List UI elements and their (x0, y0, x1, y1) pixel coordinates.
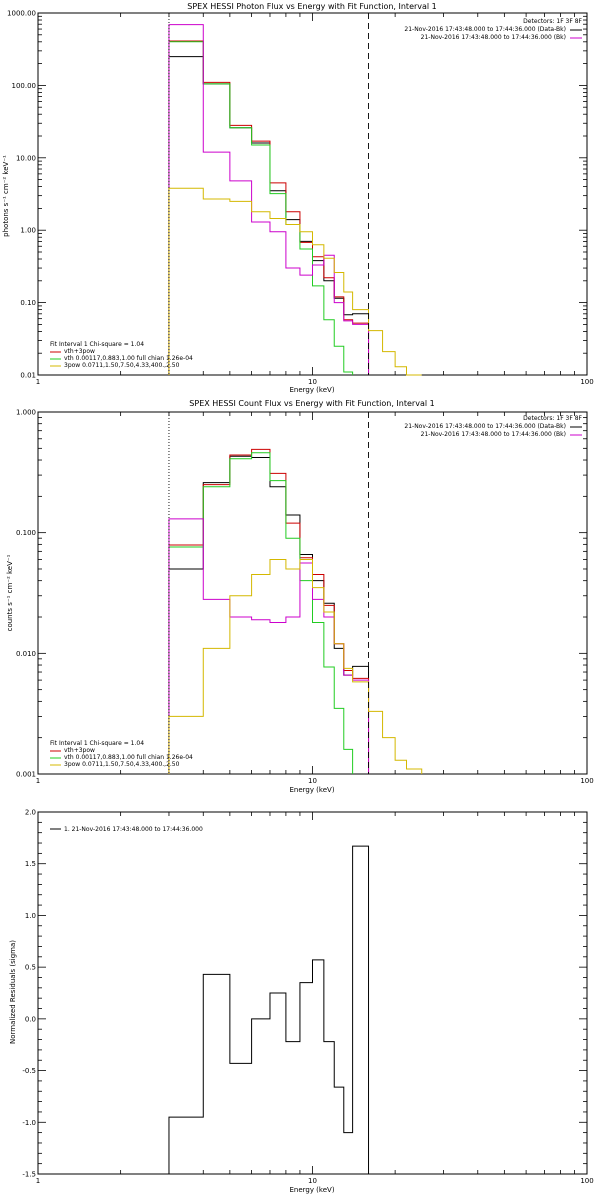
count-y-tick-label: 0.001 (16, 771, 36, 779)
count-x-tick-label: 100 (580, 777, 593, 785)
photon-plot-frame (37, 12, 588, 376)
count-legend-total: vth+3pow (64, 747, 95, 754)
residuals-y-tick-label: -0.5 (22, 1067, 36, 1075)
count-plot-title: SPEX HESSI Count Flux vs Energy with Fit… (189, 399, 434, 408)
count-y-axis-title: counts s⁻¹ cm⁻² keV⁻¹ (6, 554, 14, 631)
photon-y-axis-title: photons s⁻¹ cm⁻² keV⁻¹ (2, 155, 10, 237)
count-series-data (168, 455, 370, 774)
photon-y-tick-label: 0.10 (20, 299, 36, 307)
residuals-x-axis-title: Energy (keV) (289, 1186, 334, 1194)
residuals-y-tick-label: 0.5 (25, 964, 36, 972)
count-y-tick-label: 0.010 (16, 650, 36, 658)
residuals-y-tick-label: -1.0 (22, 1119, 36, 1127)
photon-x-tick-label: 100 (580, 378, 593, 386)
residuals-panel: Energy (keV) Normalized Residuals (sigma… (9, 809, 594, 1195)
residuals-y-tick-label: -1.5 (22, 1171, 36, 1179)
count-interval-label-data: 21-Nov-2016 17:43:48.000 to 17:44:36.000… (404, 423, 566, 430)
count-interval-label-bk: 21-Nov-2016 17:43:48.000 to 17:44:36.000… (421, 431, 566, 438)
photon-y-tick-label: 1000.00 (7, 10, 36, 18)
photon-legend-header: Fit Interval 1 Chi-square = 1.04 (50, 341, 144, 348)
residuals-x-tick-label: 100 (580, 1177, 593, 1185)
photon-detectors-label: Detectors: 1F 3F 8F (523, 18, 582, 25)
photon-interval-label-data: 21-Nov-2016 17:43:48.000 to 17:44:36.000… (404, 26, 566, 33)
residuals-series-data (168, 845, 370, 1174)
count-legend-nonthermal: 3pow 0.0711,1.50,7.50,4.33,400.,2.50 (64, 761, 180, 768)
residuals-y-axis-title: Normalized Residuals (sigma) (9, 940, 17, 1044)
count-series-nonthermal (168, 558, 423, 774)
photon-y-tick-label: 1.00 (20, 227, 36, 235)
residuals-y-tick-label: 1.5 (25, 860, 36, 868)
residuals-y-tick-label: 2.0 (25, 809, 36, 817)
photon-plot-title: SPEX HESSI Photon Flux vs Energy with Fi… (187, 2, 437, 11)
count-y-tick-label: 1.000 (16, 409, 36, 417)
photon-y-tick-label: 10.00 (16, 154, 36, 162)
count-x-tick-label: 1 (36, 777, 40, 785)
photon-series-nonthermal (168, 187, 422, 376)
photon-interval-label-bk: 21-Nov-2016 17:43:48.000 to 17:44:36.000… (421, 34, 566, 41)
residuals-x-tick-label: 10 (308, 1177, 317, 1185)
count-legend-thermal: vth 0.00117,0.883,1.00 full chian 1.26e-… (64, 754, 193, 761)
count-legend-header: Fit Interval 1 Chi-square = 1.04 (50, 740, 144, 747)
photon-legend-nonthermal: 3pow 0.0711,1.50,7.50,4.33,400.,2.50 (64, 362, 180, 369)
photon-legend-total: vth+3pow (64, 348, 95, 355)
count-y-tick-label: 0.100 (16, 529, 36, 537)
photon-legend-thermal: vth 0.00117,0.883,1.00 full chian 1.26e-… (64, 355, 193, 362)
photon-flux-panel: SPEX HESSI Photon Flux vs Energy with Fi… (2, 2, 594, 394)
photon-x-tick-label: 10 (308, 378, 317, 386)
residuals-y-tick-label: 1.0 (25, 912, 36, 920)
count-detectors-label: Detectors: 1F 3F 8F (523, 415, 582, 422)
count-x-axis-title: Energy (keV) (289, 786, 334, 794)
photon-series-total (168, 40, 370, 375)
count-series-thermal (168, 452, 354, 774)
photon-x-tick-label: 1 (36, 378, 40, 386)
residuals-y-tick-label: 0.0 (25, 1015, 36, 1023)
count-flux-panel: SPEX HESSI Count Flux vs Energy with Fit… (6, 399, 594, 794)
count-x-tick-label: 10 (308, 777, 317, 785)
photon-y-tick-label: 100.00 (12, 82, 37, 90)
photon-series-thermal (168, 41, 354, 375)
count-series-background (168, 518, 370, 774)
count-series-total (168, 448, 370, 774)
photon-x-axis-title: Energy (keV) (289, 386, 334, 394)
photon-series-background (168, 24, 370, 375)
residuals-x-tick-label: 1 (36, 1177, 40, 1185)
residuals-legend-entry: 1. 21-Nov-2016 17:43:48.000 to 17:44:36.… (64, 826, 203, 833)
residuals-plot-frame (37, 811, 588, 1175)
photon-series-data (168, 56, 370, 375)
photon-y-tick-label: 0.01 (20, 372, 36, 380)
